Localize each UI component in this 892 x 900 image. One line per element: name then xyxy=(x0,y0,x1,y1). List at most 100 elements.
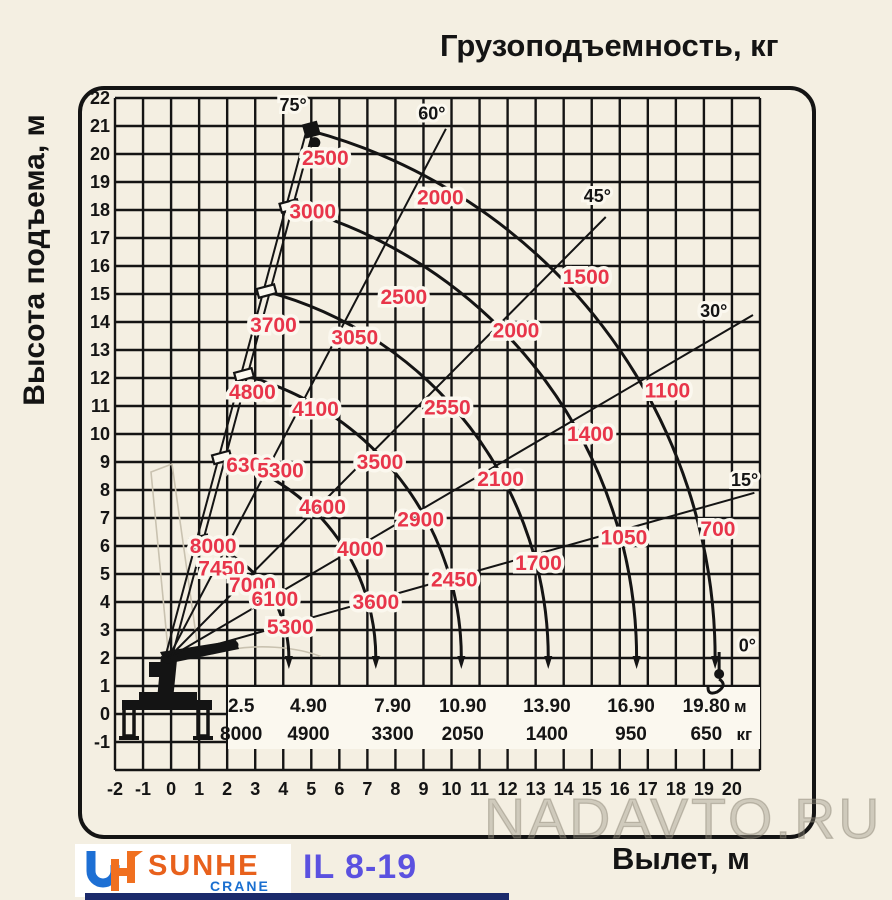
capacity-label: 1050 xyxy=(601,527,648,550)
boom-arc xyxy=(197,540,291,660)
table-radius-value: 7.90 xyxy=(374,696,411,717)
x-tick-label: 14 xyxy=(554,779,574,799)
capacity-label: 3700 xyxy=(250,314,297,337)
x-tick-label: 8 xyxy=(390,779,400,799)
capacity-label: 4800 xyxy=(229,381,276,404)
boom-chord xyxy=(164,129,308,658)
x-tick-label: 13 xyxy=(526,779,546,799)
capacity-label: 2000 xyxy=(417,186,464,209)
capacity-label: 2100 xyxy=(477,468,524,491)
angle-label: 75° xyxy=(279,95,306,115)
brand-logo xyxy=(75,844,291,897)
boom-arc xyxy=(220,456,378,660)
y-tick-label: 16 xyxy=(90,256,110,276)
y-tick-label: 21 xyxy=(90,116,110,136)
y-tick-label: 8 xyxy=(100,480,110,500)
boom-chord xyxy=(170,131,314,660)
x-tick-label: 0 xyxy=(166,779,176,799)
outrigger-jack-left xyxy=(122,706,136,738)
capacity-label: 8000 xyxy=(190,535,237,558)
boom-section-marker xyxy=(188,533,211,550)
boom-head xyxy=(301,120,321,139)
boom-arc xyxy=(308,129,717,660)
x-tick-label: 7 xyxy=(362,779,372,799)
table-capacity-value: 950 xyxy=(615,724,647,745)
x-tick-label: 15 xyxy=(582,779,602,799)
table-radius-value: 16.90 xyxy=(607,696,655,717)
top-hook-icon xyxy=(302,148,318,162)
capacity-label: 5300 xyxy=(267,616,314,639)
y-tick-label: 18 xyxy=(90,200,110,220)
watermark: NADAVTO.RU xyxy=(483,786,883,851)
arc-end-arrow xyxy=(371,656,380,669)
capacity-label: 6100 xyxy=(251,588,298,611)
boom-section-marker xyxy=(255,283,278,300)
angle-label: 0° xyxy=(739,635,756,655)
table-radius-value: 4.90 xyxy=(290,696,327,717)
chart-title: Грузоподъемность, кг xyxy=(440,28,779,63)
angle-ray xyxy=(167,216,607,659)
capacity-label: 3500 xyxy=(357,451,404,474)
y-tick-label: 2 xyxy=(100,648,110,668)
x-tick-label: 1 xyxy=(194,779,204,799)
capacity-label: 1700 xyxy=(515,552,562,575)
y-tick-label: 13 xyxy=(90,340,110,360)
crane-ghost-outline xyxy=(150,462,198,651)
bottom-hook-block xyxy=(714,669,725,679)
boom-butt-pulley xyxy=(229,640,239,650)
capacity-label: 5300 xyxy=(257,459,304,482)
outrigger-jack-right xyxy=(196,706,210,738)
angle-label: 60° xyxy=(418,103,445,123)
capacity-label: 3050 xyxy=(331,326,378,349)
table-radius-unit: м xyxy=(734,697,747,716)
y-tick-label: 22 xyxy=(90,88,110,108)
table-capacity-value: 4900 xyxy=(287,724,329,745)
table-capacity-value: 8000 xyxy=(220,724,262,745)
y-tick-label: 10 xyxy=(90,424,110,444)
boom-section-marker xyxy=(232,366,256,383)
brand-name: SUNHE xyxy=(148,850,260,882)
boom-section-marker xyxy=(210,449,234,466)
x-tick-label: 11 xyxy=(470,779,489,799)
arc-end-arrow xyxy=(544,656,553,669)
y-tick-label: 5 xyxy=(100,564,110,584)
x-tick-label: 3 xyxy=(250,779,260,799)
y-tick-label: 15 xyxy=(90,284,110,304)
capacity-label: 1100 xyxy=(645,380,691,403)
angle-ray xyxy=(167,128,447,659)
boom-tip-pulley xyxy=(309,137,321,149)
angle-label: 30° xyxy=(700,301,727,321)
x-tick-label: 6 xyxy=(334,779,344,799)
capacity-label: 2450 xyxy=(431,569,478,592)
boom-arc xyxy=(242,373,463,660)
capacity-label: 2900 xyxy=(397,508,444,531)
arc-end-arrow xyxy=(284,656,293,669)
capacity-label: 1400 xyxy=(567,423,614,446)
x-tick-label: 17 xyxy=(638,779,658,799)
capacity-label: 700 xyxy=(700,518,735,541)
y-tick-label: 1 xyxy=(100,676,110,696)
capacity-label: 6300 xyxy=(226,454,273,477)
angle-ray xyxy=(168,491,755,659)
load-table-box xyxy=(228,687,760,749)
x-tick-label: -1 xyxy=(135,779,151,799)
table-capacity-value: 1400 xyxy=(526,724,568,745)
y-tick-label: 12 xyxy=(90,368,110,388)
x-axis-title: Вылет, м xyxy=(612,841,750,876)
capacity-label: 2500 xyxy=(380,286,427,309)
angle-label: 45° xyxy=(584,186,611,206)
capacity-label: 2550 xyxy=(424,396,471,419)
y-tick-label: 14 xyxy=(90,312,110,332)
table-radius-value: 2.5 xyxy=(228,696,255,717)
capacity-label: 2000 xyxy=(493,319,540,342)
capacity-label: 3600 xyxy=(352,591,399,614)
y-tick-label: 11 xyxy=(91,396,110,416)
table-capacity-value: 2050 xyxy=(442,724,484,745)
x-tick-label: 12 xyxy=(498,779,518,799)
capacity-label: 1500 xyxy=(563,266,610,289)
y-tick-label: 3 xyxy=(100,620,110,640)
bottom-strip xyxy=(85,893,509,900)
angle-ray xyxy=(167,314,754,659)
x-tick-label: 16 xyxy=(610,779,630,799)
x-tick-label: 20 xyxy=(722,779,742,799)
